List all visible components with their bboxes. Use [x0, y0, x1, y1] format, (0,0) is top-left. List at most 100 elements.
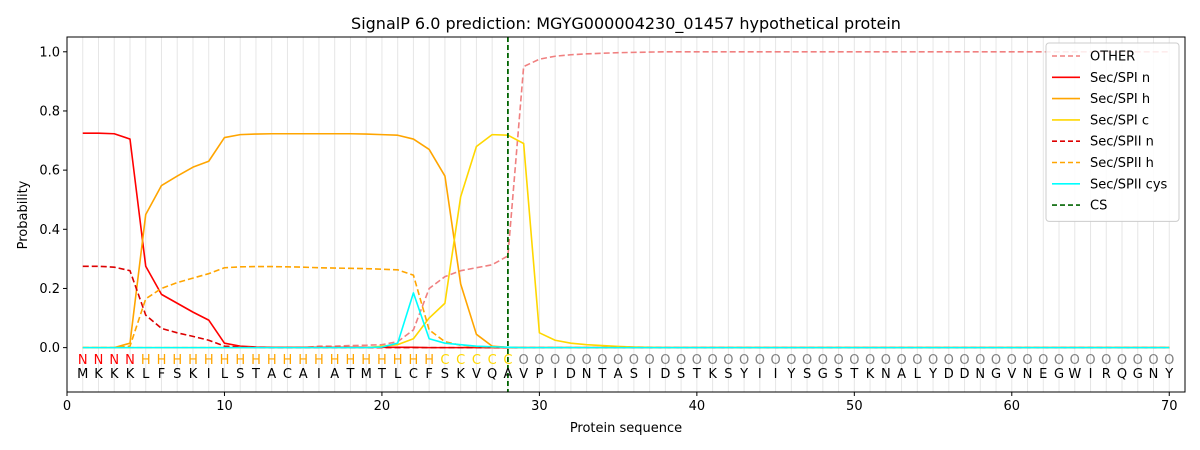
sequence-residue: S: [173, 367, 181, 382]
region-label: C: [472, 353, 481, 368]
sequence-residue: E: [1039, 367, 1047, 382]
sequence-residue: A: [330, 367, 339, 382]
sequence-residue: S: [677, 367, 685, 382]
sequence-residue: N: [975, 367, 985, 382]
sequence-residue: L: [394, 367, 402, 382]
sequence-residue: D: [944, 367, 954, 382]
region-label: H: [283, 353, 293, 368]
sequence-residue: Q: [487, 367, 497, 382]
region-label: O: [519, 353, 529, 368]
region-label: O: [692, 353, 702, 368]
sequence-residue: A: [614, 367, 623, 382]
x-axis-ticks: 0 10 20 30 40 50 60 70: [63, 392, 1178, 414]
region-label: O: [755, 353, 765, 368]
legend-label: Sec/SPI c: [1090, 113, 1149, 128]
sequence-residue: A: [299, 367, 308, 382]
legend: OTHER Sec/SPI n Sec/SPI h Sec/SPI c Sec/SPII…: [1045, 42, 1180, 222]
region-label: H: [377, 353, 387, 368]
region-label: O: [645, 353, 655, 368]
legend-label: Sec/SPI n: [1090, 71, 1150, 86]
sequence-residue: N: [881, 367, 891, 382]
sequence-residue: I: [1089, 367, 1093, 382]
region-label: H: [220, 353, 230, 368]
sequence-residue: I: [553, 367, 557, 382]
series-line-sec-spii-h: [82, 265, 1170, 349]
sequence-residue: T: [345, 367, 354, 382]
sequence-residue: D: [660, 367, 670, 382]
region-label: O: [786, 353, 796, 368]
sequence-residue: I: [774, 367, 778, 382]
sequence-residue: C: [283, 367, 292, 382]
series-line-sec-spi-c: [82, 133, 1170, 349]
region-label: O: [1101, 353, 1111, 368]
sequence-residue: V: [519, 367, 528, 382]
series-lines: [82, 37, 1170, 392]
region-label: H: [330, 353, 340, 368]
region-label: O: [818, 353, 828, 368]
legend-label: OTHER: [1090, 50, 1135, 65]
region-label: O: [739, 353, 749, 368]
sequence-residue: G: [1133, 367, 1143, 382]
sequence-residue: D: [960, 367, 970, 382]
region-label: O: [1022, 353, 1032, 368]
legend-box: [1045, 42, 1180, 222]
sequence-residue: Y: [1164, 367, 1173, 382]
region-label: H: [314, 353, 324, 368]
region-label: N: [78, 353, 88, 368]
x-tick-label: 30: [531, 399, 548, 414]
region-label: O: [660, 353, 670, 368]
region-label: H: [235, 353, 245, 368]
y-tick-label: 0.8: [39, 104, 60, 119]
region-label: C: [503, 353, 512, 368]
y-axis-ticks: 0.0 0.2 0.4 0.6 0.8 1.0: [39, 45, 67, 356]
sequence-residue: F: [425, 367, 432, 382]
x-tick-label: 60: [1004, 399, 1021, 414]
sequence-residue: T: [377, 367, 386, 382]
sequence-residue: T: [849, 367, 858, 382]
sequence-residue: A: [503, 367, 512, 382]
sequence-residue: L: [914, 367, 922, 382]
sequence-residue: S: [236, 367, 244, 382]
region-label: O: [1085, 353, 1095, 368]
region-label: O: [833, 353, 843, 368]
sequence-residue: K: [126, 367, 135, 382]
sequence-residue: A: [897, 367, 906, 382]
region-label: C: [440, 353, 449, 368]
chart-title: SignalP 6.0 prediction: MGYG000004230_01…: [351, 14, 901, 34]
region-label: H: [141, 353, 151, 368]
legend-label: Sec/SPII cys: [1090, 177, 1168, 192]
sequence-residue: I: [758, 367, 762, 382]
sequence-residue: F: [158, 367, 165, 382]
sequence-residue: K: [866, 367, 875, 382]
sequence-residue: T: [597, 367, 606, 382]
legend-label: Sec/SPII n: [1090, 135, 1154, 150]
sequence-residue: K: [94, 367, 103, 382]
y-tick-label: 0.6: [39, 164, 60, 179]
sequence-residue: S: [441, 367, 449, 382]
region-label: H: [188, 353, 198, 368]
legend-label: CS: [1090, 199, 1107, 214]
sequence-residue: G: [991, 367, 1001, 382]
x-tick-label: 50: [846, 399, 863, 414]
series-line-sec-spii-cys: [82, 292, 1170, 349]
sequence-residue: S: [630, 367, 638, 382]
sequence-residue: S: [803, 367, 811, 382]
sequence-residue: Y: [928, 367, 937, 382]
sequence-residue: N: [582, 367, 592, 382]
region-label: O: [597, 353, 607, 368]
region-label: O: [723, 353, 733, 368]
region-label: O: [1133, 353, 1143, 368]
sequence-residue: N: [1023, 367, 1033, 382]
x-tick-label: 70: [1161, 399, 1178, 414]
y-tick-label: 0.0: [39, 341, 60, 356]
region-label: O: [1038, 353, 1048, 368]
sequence-residue: V: [472, 367, 481, 382]
region-label: O: [849, 353, 859, 368]
region-label: N: [125, 353, 135, 368]
x-tick-label: 0: [63, 399, 71, 414]
region-label: H: [409, 353, 419, 368]
region-label: H: [204, 353, 214, 368]
region-label: H: [298, 353, 308, 368]
sequence-residue: A: [267, 367, 276, 382]
region-label: C: [488, 353, 497, 368]
